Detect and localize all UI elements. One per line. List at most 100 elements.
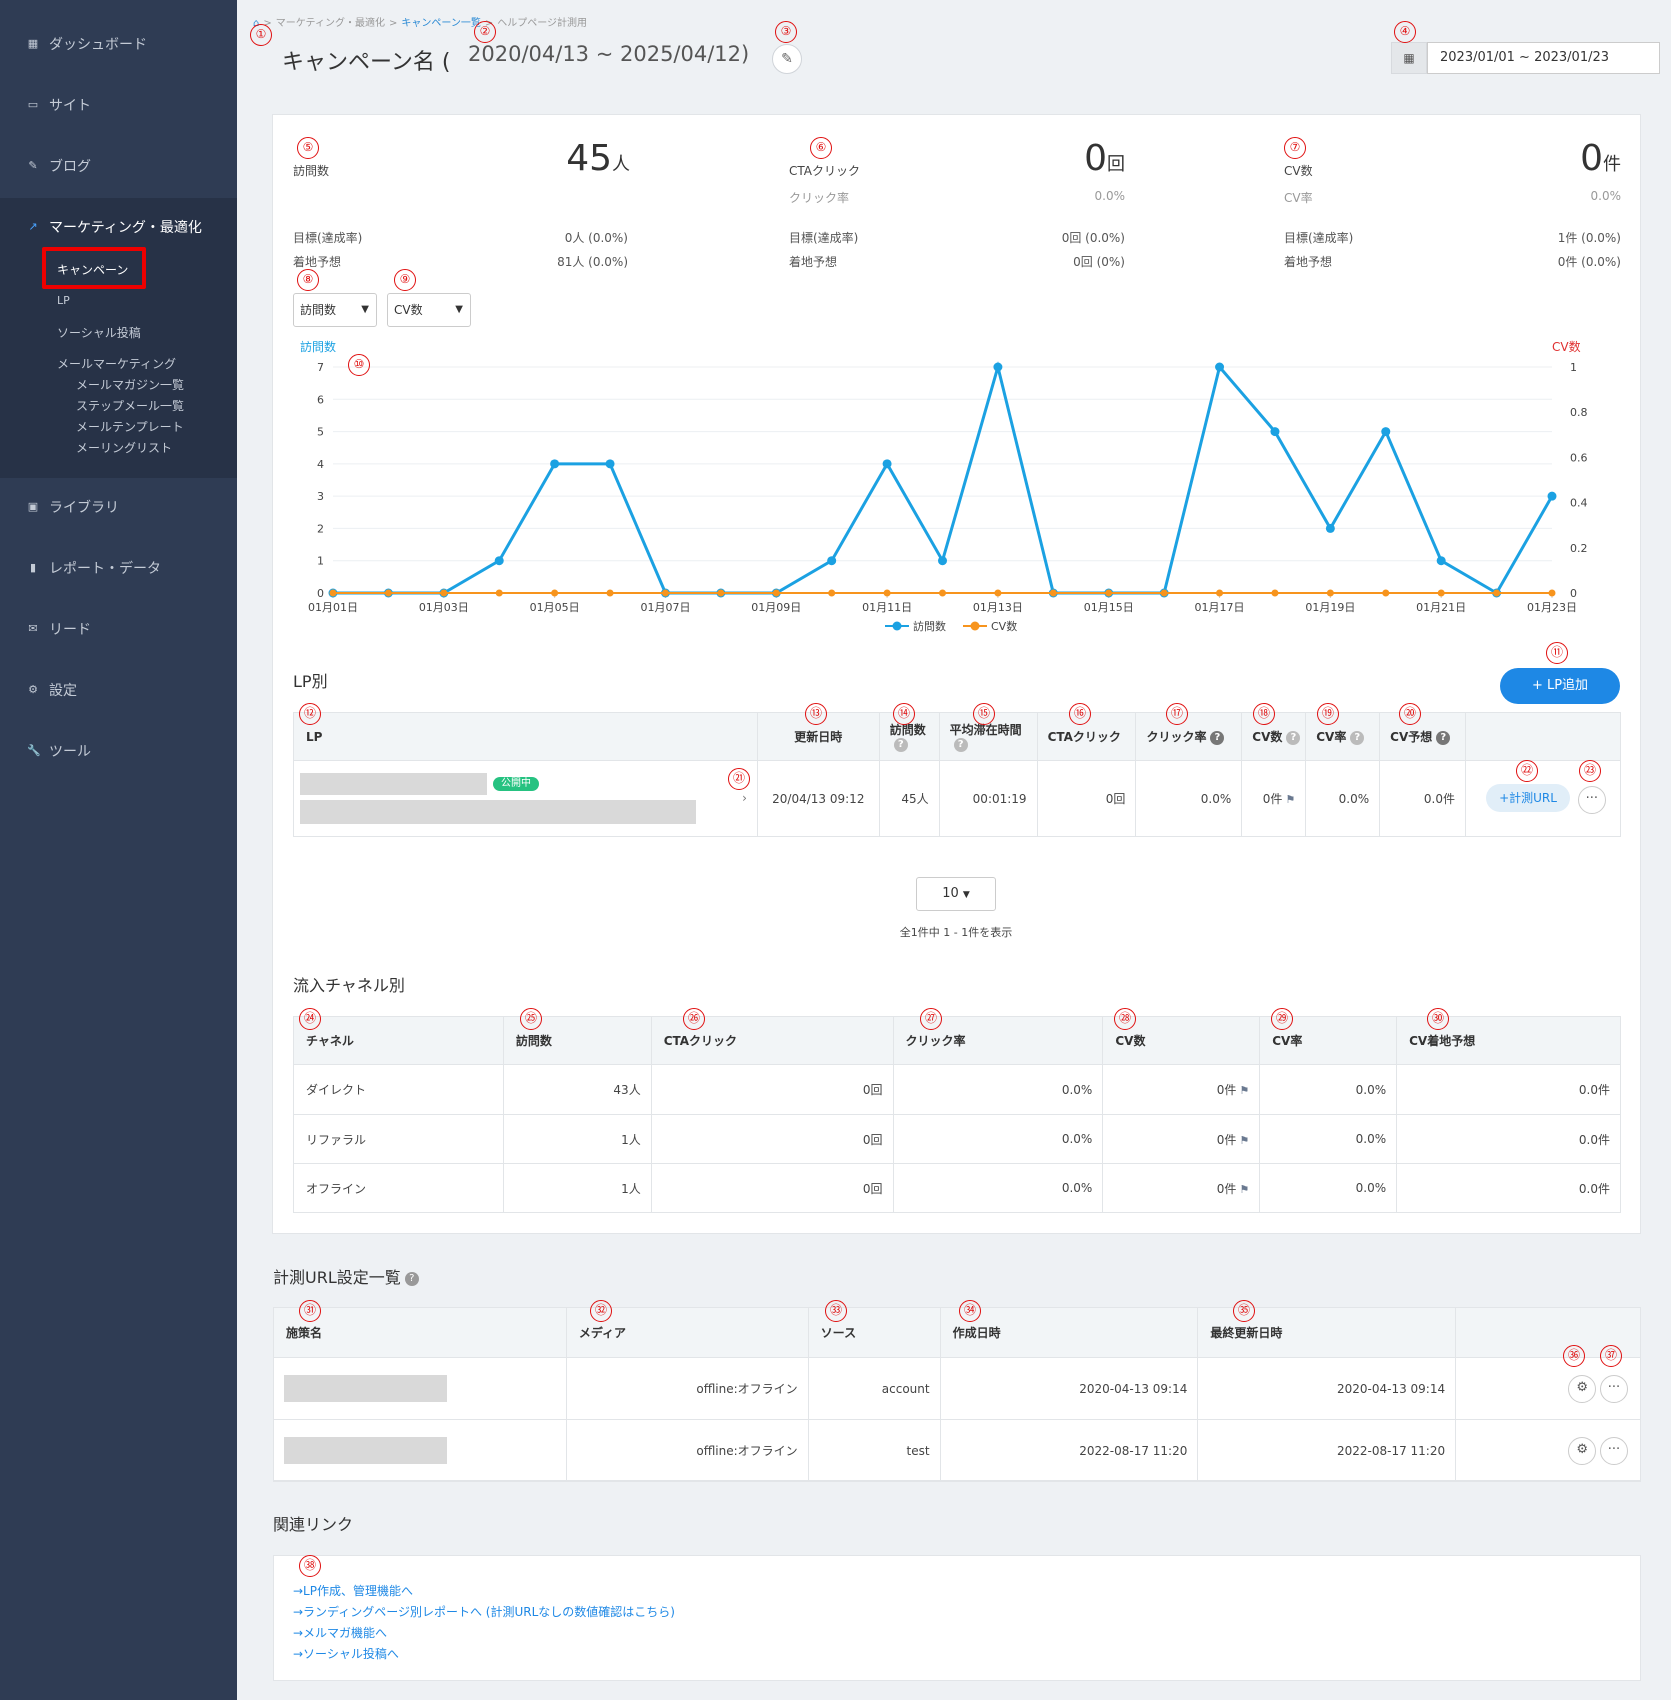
sidebar-item-marketing[interactable]: ↗ マーケティング・最適化 bbox=[0, 196, 237, 257]
annotation-badge: ⑤ bbox=[297, 137, 319, 159]
gear-icon[interactable]: ⚙ bbox=[1568, 1436, 1597, 1465]
breadcrumb-item[interactable]: マーケティング・最適化 bbox=[275, 18, 385, 29]
ch-cell-cv: 0件 ⚑ bbox=[1102, 1163, 1261, 1213]
ch-col-channel[interactable]: チャネル bbox=[293, 1016, 504, 1065]
annotation-badge: ⑭ bbox=[893, 703, 915, 725]
gear-icon[interactable]: ⚙ bbox=[1568, 1374, 1597, 1403]
kpi-cv-goal: 1件 (0.0%) bbox=[1557, 231, 1621, 245]
lp-cell-name[interactable]: 公開中 › bbox=[293, 760, 758, 837]
sidebar-item-dashboard[interactable]: ▦ ダッシュボード bbox=[0, 13, 237, 74]
help-icon[interactable]: ? bbox=[1286, 730, 1301, 745]
table-row: offline:オフライン test 2022-08-17 11:20 2022-08… bbox=[273, 1419, 1641, 1482]
kpi-cv-label: CV数 bbox=[1284, 164, 1313, 178]
edit-campaign-button[interactable]: ✎ bbox=[772, 44, 802, 74]
link-lp-report[interactable]: →ランディングページ別レポートへ (計測URLなしの数値確認はこちら) bbox=[293, 1605, 675, 1619]
lp-col-actions bbox=[1465, 712, 1621, 761]
ch-cell-cv-value: 0件 bbox=[1216, 1181, 1237, 1196]
more-icon[interactable]: ··· bbox=[1577, 785, 1606, 814]
help-icon[interactable]: ? bbox=[893, 738, 908, 753]
breadcrumb: ⌂ > マーケティング・最適化 > キャンペーン一覧 > ヘルプページ計測用 bbox=[253, 14, 591, 29]
kpi-visits-forecast-label: 着地予想 bbox=[293, 255, 342, 269]
flag-icon[interactable]: ⚑ bbox=[1239, 1084, 1250, 1097]
help-icon[interactable]: ? bbox=[953, 738, 968, 753]
flag-icon[interactable]: ⚑ bbox=[1239, 1182, 1250, 1196]
url-cell-actions: ⚙ ··· bbox=[1455, 1419, 1641, 1482]
calendar-icon[interactable]: ▦ bbox=[1391, 42, 1427, 74]
sidebar-sub-mailing[interactable]: メーリングリスト bbox=[76, 441, 173, 455]
kpi-visits-number: 45 bbox=[566, 138, 612, 179]
add-measure-url-button[interactable]: +計測URL bbox=[1486, 783, 1571, 812]
redacted-lp-title bbox=[300, 773, 487, 795]
ch-cell: 0.0件 bbox=[1396, 1163, 1621, 1213]
ch-cell: 0回 bbox=[650, 1064, 894, 1115]
url-cell: 2020-04-13 09:14 bbox=[1197, 1357, 1457, 1420]
lp-col-cta[interactable]: CTAクリック bbox=[1036, 712, 1137, 761]
sidebar-item-blog[interactable]: ✎ ブログ bbox=[0, 135, 237, 196]
kpi-cta-rate: 0.0% bbox=[1094, 189, 1126, 203]
kpi-cta-value: 0回 bbox=[1010, 138, 1125, 179]
annotation-badge: ⑲ bbox=[1317, 703, 1339, 725]
sidebar-sub-step[interactable]: ステップメール一覧 bbox=[76, 399, 185, 413]
home-icon[interactable]: ⌂ bbox=[253, 18, 260, 29]
kpi-cv-number: 0 bbox=[1580, 138, 1603, 179]
sidebar-item-label: ツール bbox=[49, 743, 91, 760]
sidebar-sub-mail[interactable]: メールマーケティング bbox=[57, 357, 177, 371]
sidebar-item-lead[interactable]: ✉ リード bbox=[0, 598, 237, 659]
link-mailmag[interactable]: →メルマガ機能へ bbox=[293, 1626, 388, 1640]
channel-section-title: 流入チャネル別 bbox=[293, 976, 405, 995]
kpi-visits-goal: 0人 (0.0%) bbox=[564, 231, 628, 245]
annotation-badge: ⑬ bbox=[805, 703, 827, 725]
sidebar-sub-magazine[interactable]: メールマガジン一覧 bbox=[76, 378, 185, 392]
help-icon[interactable]: ? bbox=[1350, 730, 1365, 745]
help-icon[interactable]: ? bbox=[1210, 730, 1225, 745]
page-size-select[interactable]: 10 ▼ bbox=[916, 877, 996, 911]
sidebar-item-settings[interactable]: ⚙ 設定 bbox=[0, 659, 237, 720]
ch-cell: 0回 bbox=[650, 1114, 894, 1164]
sidebar-sub-campaign[interactable]: キャンペーン bbox=[57, 263, 129, 277]
flag-icon[interactable]: ⚑ bbox=[1285, 793, 1296, 806]
lp-col-cv[interactable]: CV数? bbox=[1241, 712, 1307, 761]
chevron-right-icon[interactable]: › bbox=[742, 791, 747, 805]
lp-col-cvrate[interactable]: CV率? bbox=[1305, 712, 1381, 761]
campaign-highlight-frame bbox=[42, 247, 146, 289]
sidebar-item-label: ダッシュボード bbox=[49, 36, 147, 53]
right-axis-select[interactable]: CV数 ▼ bbox=[387, 293, 471, 327]
lp-col-avg[interactable]: 平均滞在時間? bbox=[938, 712, 1038, 761]
mail-icon: ✉ bbox=[28, 621, 38, 635]
annotation-badge: ㉔ bbox=[299, 1008, 321, 1030]
sidebar-item-report[interactable]: ▮ レポート・データ bbox=[0, 537, 237, 598]
more-icon[interactable]: ··· bbox=[1600, 1374, 1628, 1403]
annotation-badge: ㉗ bbox=[920, 1008, 942, 1030]
kpi-cv-forecast: 0件 (0.0%) bbox=[1557, 255, 1621, 269]
help-icon[interactable]: ? bbox=[404, 1271, 419, 1286]
kpi-cta-number: 0 bbox=[1084, 138, 1107, 179]
add-lp-button[interactable]: + LP追加 bbox=[1500, 668, 1620, 704]
sidebar-sub-template[interactable]: メールテンプレート bbox=[76, 420, 184, 434]
link-lp-create[interactable]: →LP作成、管理機能へ bbox=[293, 1584, 413, 1598]
sidebar-item-tools[interactable]: 🔧 ツール bbox=[0, 720, 237, 781]
table-row[interactable]: 公開中 › 20/04/13 09:12 45人 00:01:19 0回 0.0… bbox=[293, 760, 1621, 837]
sidebar-sub-social[interactable]: ソーシャル投稿 bbox=[57, 326, 141, 340]
sidebar-item-site[interactable]: ▭ サイト bbox=[0, 74, 237, 135]
sidebar-sub-lp[interactable]: LP bbox=[57, 294, 70, 307]
link-social[interactable]: →ソーシャル投稿へ bbox=[293, 1647, 399, 1661]
page-title: キャンペーン名 ( bbox=[282, 50, 451, 75]
lp-col-cvf[interactable]: CV予想? bbox=[1379, 712, 1467, 761]
flag-icon[interactable]: ⚑ bbox=[1239, 1133, 1250, 1147]
date-range-input[interactable]: 2023/01/01 ~ 2023/01/23 bbox=[1427, 42, 1660, 74]
url-col-created[interactable]: 作成日時 bbox=[939, 1307, 1199, 1358]
breadcrumb-item[interactable]: キャンペーン一覧 bbox=[401, 18, 481, 29]
url-col-name[interactable]: 施策名 bbox=[273, 1307, 567, 1358]
urls-section-title: 計測URL設定一覧? bbox=[273, 1264, 419, 1288]
gear-icon: ⚙ bbox=[28, 682, 38, 696]
lp-col-cv-label: CV数 bbox=[1252, 730, 1283, 744]
help-icon[interactable]: ? bbox=[1436, 730, 1451, 745]
annotation-badge: ⑦ bbox=[1284, 137, 1306, 159]
kpi-visits-value: 45人 bbox=[520, 138, 630, 179]
pager-info: 全1件中 1 - 1件を表示 bbox=[899, 926, 1013, 939]
lp-col-rate[interactable]: クリック率? bbox=[1135, 712, 1243, 761]
left-axis-select[interactable]: 訪問数 ▼ bbox=[293, 293, 377, 327]
more-icon[interactable]: ··· bbox=[1600, 1436, 1628, 1465]
sidebar-item-library[interactable]: ▣ ライブラリ bbox=[0, 476, 237, 537]
ch-cell: 0.0% bbox=[1259, 1163, 1398, 1213]
